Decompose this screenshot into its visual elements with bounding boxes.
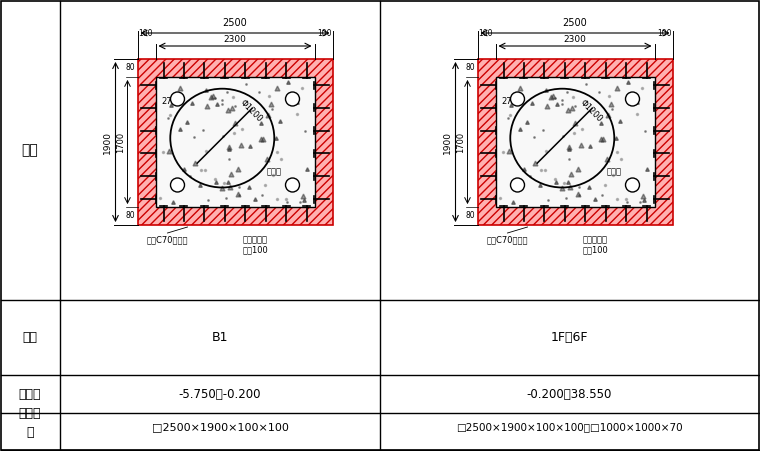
Circle shape <box>511 92 524 106</box>
Text: 100: 100 <box>317 28 331 37</box>
Text: 2300: 2300 <box>564 35 587 44</box>
Text: 100: 100 <box>138 28 153 37</box>
Text: 柱标高: 柱标高 <box>19 387 41 400</box>
Text: 2300: 2300 <box>223 35 246 44</box>
Bar <box>156 77 315 207</box>
Bar <box>477 59 673 225</box>
Circle shape <box>286 178 299 192</box>
Text: 80: 80 <box>126 64 135 73</box>
Text: 内灌C70混凝土: 内灌C70混凝土 <box>147 235 188 244</box>
Bar <box>138 59 333 225</box>
Text: 孔径100: 孔径100 <box>582 245 608 254</box>
Text: 80: 80 <box>466 212 476 221</box>
Text: 截面: 截面 <box>21 143 38 157</box>
Text: 钢骨尺
寸: 钢骨尺 寸 <box>19 407 41 439</box>
Text: 孔径100: 孔径100 <box>242 245 268 254</box>
Circle shape <box>286 92 299 106</box>
Text: □2500×1900×100×100、□1000×1000×70: □2500×1900×100×100、□1000×1000×70 <box>456 422 682 432</box>
Text: 270: 270 <box>162 97 177 106</box>
Circle shape <box>170 92 185 106</box>
Circle shape <box>170 178 185 192</box>
Text: 270: 270 <box>502 97 518 106</box>
Text: 1900: 1900 <box>442 130 451 153</box>
Text: 2500: 2500 <box>562 18 587 28</box>
Text: 浇筑孔: 浇筑孔 <box>606 167 622 176</box>
Text: 四角排气孔: 四角排气孔 <box>582 235 607 244</box>
Text: 80: 80 <box>126 212 135 221</box>
Text: 四角排气孔: 四角排气孔 <box>242 235 268 244</box>
Text: 浇筑孔: 浇筑孔 <box>267 167 281 176</box>
Text: B1: B1 <box>212 331 228 344</box>
Text: -0.200～38.550: -0.200～38.550 <box>527 387 613 400</box>
Text: -5.750～-0.200: -5.750～-0.200 <box>179 387 261 400</box>
Text: Φ1200: Φ1200 <box>578 98 604 124</box>
Text: 1F～6F: 1F～6F <box>551 331 588 344</box>
Circle shape <box>511 178 524 192</box>
Text: 1900: 1900 <box>103 130 112 153</box>
Text: 1700: 1700 <box>457 131 465 152</box>
Text: Φ1200: Φ1200 <box>238 98 264 124</box>
Text: 100: 100 <box>479 28 493 37</box>
Circle shape <box>625 178 639 192</box>
Circle shape <box>625 92 639 106</box>
Text: 100: 100 <box>657 28 672 37</box>
Text: 内灌C70混凝土: 内灌C70混凝土 <box>486 235 528 244</box>
Text: 1700: 1700 <box>116 131 125 152</box>
Text: 楼层: 楼层 <box>23 331 37 344</box>
Text: 2500: 2500 <box>223 18 247 28</box>
Text: □2500×1900×100×100: □2500×1900×100×100 <box>151 422 289 432</box>
Text: 80: 80 <box>466 64 476 73</box>
Bar <box>496 77 654 207</box>
